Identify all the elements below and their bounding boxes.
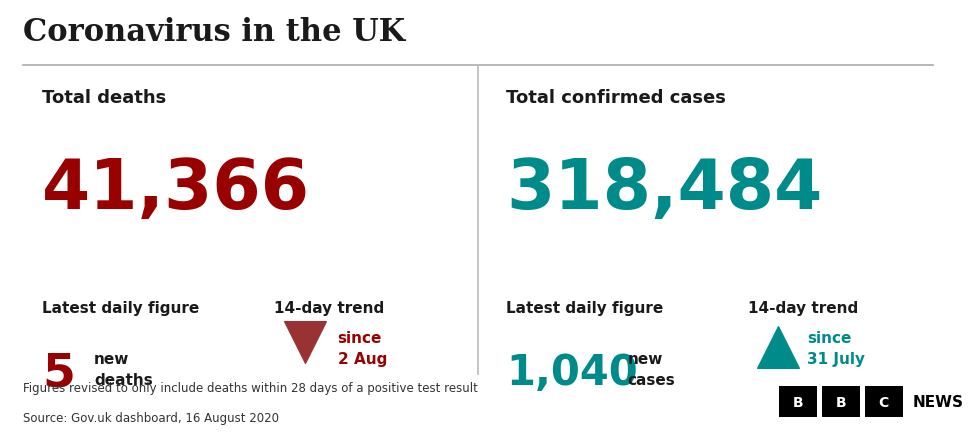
Text: C: C [878, 395, 889, 409]
Text: 14-day trend: 14-day trend [274, 300, 385, 315]
Text: 14-day trend: 14-day trend [748, 300, 858, 315]
Text: since
2 Aug: since 2 Aug [338, 330, 387, 366]
Text: Figures revised to only include deaths within 28 days of a positive test result: Figures revised to only include deaths w… [23, 381, 478, 394]
Text: 41,366: 41,366 [42, 155, 310, 222]
Point [771, 343, 787, 350]
Text: Source: Gov.uk dashboard, 16 August 2020: Source: Gov.uk dashboard, 16 August 2020 [23, 411, 279, 424]
Text: B: B [835, 395, 846, 409]
FancyBboxPatch shape [780, 386, 817, 417]
Text: Total confirmed cases: Total confirmed cases [507, 89, 726, 107]
Text: B: B [793, 395, 803, 409]
Point [297, 339, 312, 346]
Text: Latest daily figure: Latest daily figure [507, 300, 664, 315]
Text: Total deaths: Total deaths [42, 89, 166, 107]
Text: new
cases: new cases [628, 351, 675, 387]
Text: 5: 5 [42, 351, 75, 396]
Text: new
deaths: new deaths [95, 351, 153, 387]
Text: 318,484: 318,484 [507, 155, 823, 222]
Text: NEWS: NEWS [913, 394, 964, 409]
FancyBboxPatch shape [822, 386, 860, 417]
Text: Coronavirus in the UK: Coronavirus in the UK [23, 17, 405, 48]
Text: Latest daily figure: Latest daily figure [42, 300, 199, 315]
FancyBboxPatch shape [865, 386, 903, 417]
Text: since
31 July: since 31 July [807, 330, 865, 366]
Text: 1,040: 1,040 [507, 351, 638, 393]
